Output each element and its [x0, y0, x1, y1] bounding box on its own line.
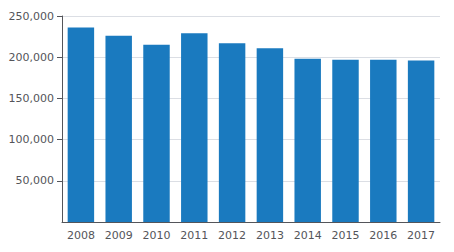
svg-text:100,000: 100,000 [9, 133, 55, 146]
svg-text:2016: 2016 [369, 229, 397, 242]
svg-text:200,000: 200,000 [9, 51, 55, 64]
svg-text:2011: 2011 [180, 229, 208, 242]
svg-text:2013: 2013 [256, 229, 284, 242]
svg-text:150,000: 150,000 [9, 92, 55, 105]
svg-text:50,000: 50,000 [16, 174, 55, 187]
svg-text:2015: 2015 [332, 229, 360, 242]
svg-text:2009: 2009 [105, 229, 133, 242]
svg-text:250,000: 250,000 [9, 10, 55, 23]
svg-text:2010: 2010 [143, 229, 171, 242]
svg-text:2014: 2014 [294, 229, 322, 242]
svg-text:2008: 2008 [67, 229, 95, 242]
svg-text:2012: 2012 [218, 229, 246, 242]
svg-text:2017: 2017 [407, 229, 435, 242]
